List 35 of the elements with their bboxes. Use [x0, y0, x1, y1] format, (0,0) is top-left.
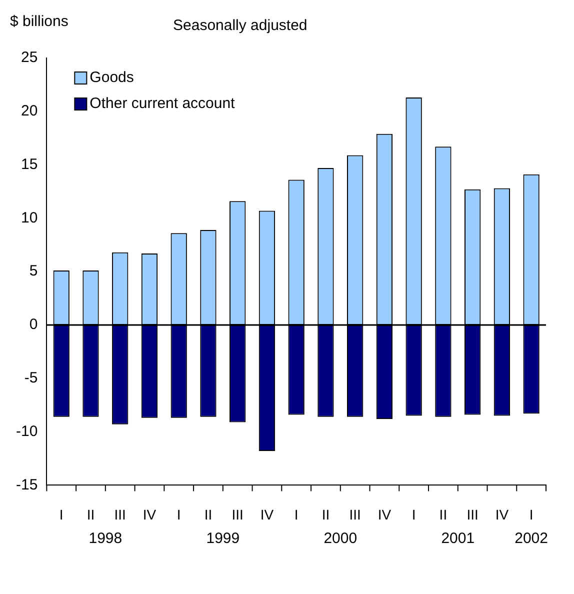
x-tick-label: IV — [378, 506, 392, 522]
y-tick-label: 0 — [29, 316, 38, 334]
x-tick-label: I — [59, 506, 64, 522]
x-tick-label: II — [86, 506, 95, 522]
y-tick-label: -5 — [24, 370, 38, 387]
x-tick-label: IV — [142, 506, 157, 522]
y-tick-label: 10 — [20, 209, 38, 226]
x-tick-label: IV — [495, 506, 510, 522]
text: 2001 — [441, 530, 475, 548]
x-tick-label: I — [412, 506, 416, 522]
legend-label: Other current account — [90, 95, 236, 112]
text: 1999 — [206, 530, 240, 548]
text: 2000 — [324, 530, 358, 548]
x-tick-label: II — [204, 506, 212, 522]
x-tick-label: I — [176, 506, 181, 522]
y-tick-label: 5 — [29, 262, 38, 280]
x-tick-label: I — [529, 506, 534, 522]
y-tick-label: 20 — [20, 102, 38, 120]
x-tick-label: III — [114, 506, 126, 522]
y-tick-label: 15 — [20, 156, 38, 173]
x-tick-label: I — [294, 506, 298, 522]
y-tick-label: -15 — [16, 476, 38, 494]
x-tick-label: IV — [260, 506, 274, 522]
legend-label: Goods — [90, 69, 134, 86]
x-tick-label: II — [439, 506, 448, 522]
x-tick-label: III — [232, 506, 244, 522]
y-axis-title: $ billions — [10, 13, 68, 30]
text: 1998 — [88, 530, 122, 548]
chart-subtitle: Seasonally adjusted — [173, 17, 308, 34]
y-tick-label: -10 — [16, 422, 38, 440]
text: 2002 — [514, 530, 548, 548]
x-tick-label: II — [322, 506, 330, 522]
x-tick-label: III — [466, 506, 478, 522]
y-tick-label: 25 — [20, 49, 38, 66]
x-tick-label: III — [349, 506, 361, 522]
